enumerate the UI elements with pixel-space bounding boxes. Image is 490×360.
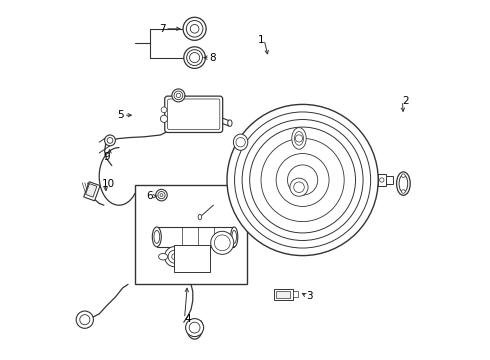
Text: 9: 9 — [103, 152, 110, 162]
Circle shape — [160, 115, 168, 122]
Circle shape — [187, 50, 202, 66]
Text: 4: 4 — [184, 314, 191, 324]
Circle shape — [76, 311, 94, 328]
Text: 7: 7 — [159, 24, 166, 34]
Circle shape — [161, 107, 167, 113]
Circle shape — [176, 93, 180, 98]
Circle shape — [189, 322, 200, 333]
Ellipse shape — [233, 134, 248, 150]
Circle shape — [190, 24, 199, 33]
Circle shape — [158, 192, 165, 199]
Circle shape — [172, 89, 185, 102]
Bar — [386, 176, 392, 184]
Circle shape — [174, 91, 183, 100]
Circle shape — [214, 235, 230, 251]
Circle shape — [104, 135, 116, 146]
Ellipse shape — [159, 253, 168, 260]
Circle shape — [290, 178, 308, 196]
FancyBboxPatch shape — [165, 96, 222, 132]
Text: 2: 2 — [402, 96, 409, 106]
Ellipse shape — [228, 120, 232, 126]
Circle shape — [250, 127, 356, 233]
Circle shape — [172, 254, 177, 260]
Circle shape — [276, 153, 329, 207]
Text: 3: 3 — [306, 291, 313, 301]
Circle shape — [235, 112, 370, 248]
Ellipse shape — [399, 175, 408, 192]
Circle shape — [80, 315, 90, 325]
Circle shape — [186, 319, 204, 337]
Circle shape — [261, 138, 344, 222]
Bar — [86, 184, 97, 197]
Text: 5: 5 — [118, 110, 124, 120]
Text: 1: 1 — [258, 35, 265, 45]
Ellipse shape — [152, 227, 161, 247]
Bar — [276, 291, 291, 298]
Circle shape — [211, 231, 234, 254]
Circle shape — [168, 250, 181, 263]
Ellipse shape — [294, 131, 303, 145]
Ellipse shape — [292, 127, 306, 149]
Bar — [174, 245, 210, 272]
Bar — [84, 182, 100, 201]
Circle shape — [184, 47, 205, 68]
Circle shape — [242, 120, 363, 240]
Circle shape — [402, 190, 405, 193]
Text: 6: 6 — [147, 191, 153, 201]
Ellipse shape — [231, 227, 238, 247]
Ellipse shape — [154, 230, 160, 243]
Bar — [274, 289, 293, 300]
Ellipse shape — [232, 230, 237, 243]
Circle shape — [402, 174, 405, 177]
Circle shape — [107, 138, 113, 143]
Circle shape — [294, 182, 304, 193]
Bar — [378, 174, 386, 186]
Circle shape — [160, 194, 163, 197]
Bar — [293, 291, 297, 297]
Circle shape — [186, 21, 203, 37]
Circle shape — [380, 178, 384, 182]
Circle shape — [190, 53, 199, 63]
Text: 8: 8 — [209, 53, 216, 63]
Circle shape — [236, 138, 245, 147]
Ellipse shape — [198, 214, 202, 220]
Circle shape — [288, 165, 318, 195]
Circle shape — [183, 17, 206, 40]
Bar — [135, 185, 247, 284]
Circle shape — [227, 104, 378, 256]
Text: 10: 10 — [101, 179, 115, 189]
Circle shape — [295, 135, 303, 142]
FancyBboxPatch shape — [168, 99, 220, 130]
Ellipse shape — [396, 172, 410, 195]
Circle shape — [165, 247, 185, 267]
Circle shape — [156, 189, 167, 201]
